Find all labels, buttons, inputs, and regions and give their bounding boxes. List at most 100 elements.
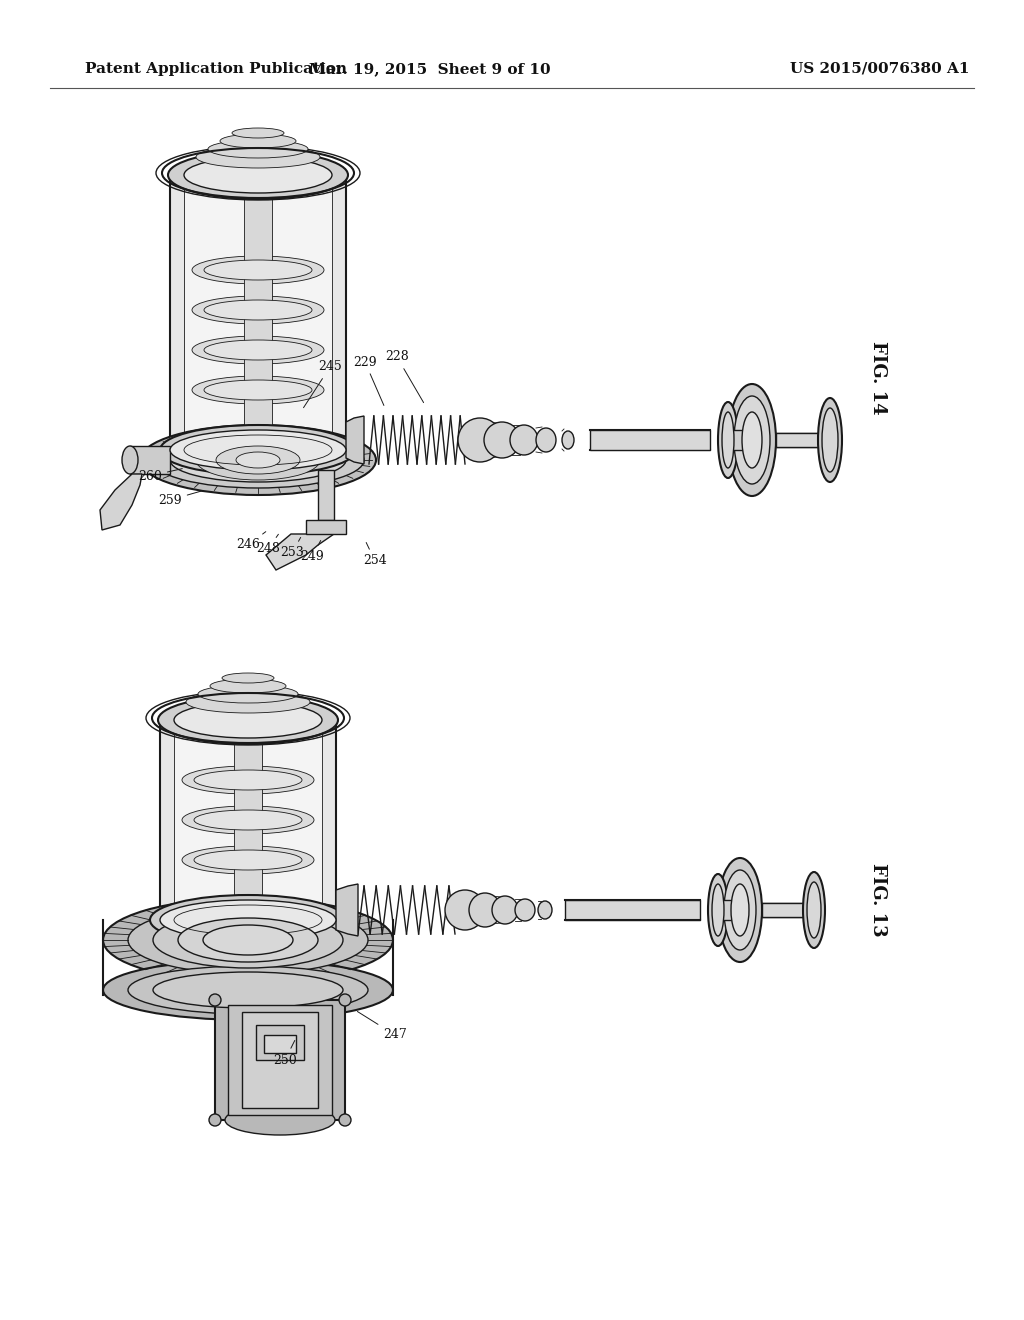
Ellipse shape <box>153 912 343 968</box>
Ellipse shape <box>152 432 364 488</box>
Ellipse shape <box>734 396 770 484</box>
Bar <box>718 900 740 920</box>
Bar <box>776 433 828 447</box>
Ellipse shape <box>160 425 356 475</box>
Ellipse shape <box>158 696 338 744</box>
Ellipse shape <box>708 874 728 946</box>
Text: 228: 228 <box>385 351 424 403</box>
Text: FIG. 13: FIG. 13 <box>869 863 887 937</box>
Ellipse shape <box>731 884 749 936</box>
Ellipse shape <box>339 994 351 1006</box>
Ellipse shape <box>728 384 776 496</box>
Text: Mar. 19, 2015  Sheet 9 of 10: Mar. 19, 2015 Sheet 9 of 10 <box>309 62 551 77</box>
Ellipse shape <box>536 428 556 451</box>
Ellipse shape <box>718 403 738 478</box>
Text: 249: 249 <box>300 540 324 564</box>
Bar <box>264 1035 296 1053</box>
Ellipse shape <box>103 898 393 982</box>
Ellipse shape <box>469 894 501 927</box>
Ellipse shape <box>122 446 138 474</box>
Ellipse shape <box>515 899 535 921</box>
Ellipse shape <box>807 882 821 939</box>
Ellipse shape <box>170 438 346 482</box>
Ellipse shape <box>458 418 502 462</box>
Ellipse shape <box>222 673 274 682</box>
Ellipse shape <box>128 906 368 974</box>
Ellipse shape <box>103 960 393 1020</box>
Ellipse shape <box>128 966 368 1014</box>
Text: 254: 254 <box>364 543 387 568</box>
Ellipse shape <box>216 446 300 474</box>
Ellipse shape <box>208 140 308 158</box>
Ellipse shape <box>194 810 302 830</box>
Ellipse shape <box>184 157 332 193</box>
Bar <box>728 430 752 450</box>
Ellipse shape <box>510 425 538 455</box>
Ellipse shape <box>196 147 319 168</box>
Ellipse shape <box>194 850 302 870</box>
Bar <box>215 1001 345 1119</box>
Text: 248: 248 <box>256 535 280 556</box>
Bar <box>170 176 346 450</box>
Ellipse shape <box>150 895 346 945</box>
Polygon shape <box>336 884 358 936</box>
Ellipse shape <box>225 1105 335 1135</box>
Ellipse shape <box>204 300 312 319</box>
Ellipse shape <box>153 972 343 1008</box>
Text: 246: 246 <box>237 532 266 552</box>
Ellipse shape <box>160 900 336 940</box>
Ellipse shape <box>236 451 280 469</box>
Text: 245: 245 <box>303 360 342 408</box>
Ellipse shape <box>193 337 324 364</box>
Ellipse shape <box>712 884 724 936</box>
Ellipse shape <box>194 770 302 789</box>
Text: FIG. 14: FIG. 14 <box>869 341 887 414</box>
Text: 253: 253 <box>281 537 304 560</box>
Ellipse shape <box>196 440 319 480</box>
Ellipse shape <box>198 685 298 704</box>
Ellipse shape <box>232 128 284 139</box>
Ellipse shape <box>204 260 312 280</box>
Ellipse shape <box>562 432 574 449</box>
Bar <box>184 176 332 440</box>
Bar <box>762 903 812 917</box>
Ellipse shape <box>170 430 346 470</box>
Ellipse shape <box>722 412 734 469</box>
Bar <box>228 1005 332 1115</box>
Ellipse shape <box>803 873 825 948</box>
Text: 260: 260 <box>138 469 182 483</box>
Ellipse shape <box>492 896 518 924</box>
Text: Patent Application Publication: Patent Application Publication <box>85 62 347 77</box>
Ellipse shape <box>178 917 318 962</box>
Text: 250: 250 <box>273 1040 297 1067</box>
Ellipse shape <box>140 425 376 495</box>
Ellipse shape <box>210 678 286 693</box>
Bar <box>242 1012 318 1107</box>
Polygon shape <box>100 474 142 531</box>
Bar <box>256 1026 304 1060</box>
Ellipse shape <box>484 422 520 458</box>
Bar <box>130 446 170 474</box>
Bar <box>306 520 346 535</box>
Ellipse shape <box>168 150 348 199</box>
Ellipse shape <box>182 766 314 795</box>
Ellipse shape <box>445 890 485 931</box>
Ellipse shape <box>204 341 312 360</box>
Ellipse shape <box>818 399 842 482</box>
Bar <box>234 719 262 940</box>
Ellipse shape <box>339 1114 351 1126</box>
Bar <box>590 430 710 450</box>
Ellipse shape <box>193 296 324 323</box>
Ellipse shape <box>724 870 756 950</box>
Ellipse shape <box>174 702 322 738</box>
Ellipse shape <box>220 135 296 148</box>
Text: 229: 229 <box>353 355 384 405</box>
Ellipse shape <box>718 858 762 962</box>
Ellipse shape <box>209 1114 221 1126</box>
Bar <box>174 719 322 912</box>
Polygon shape <box>266 535 334 570</box>
Text: 247: 247 <box>357 1011 407 1041</box>
Text: US 2015/0076380 A1: US 2015/0076380 A1 <box>790 62 970 77</box>
Bar <box>565 900 700 920</box>
Bar <box>160 719 336 920</box>
